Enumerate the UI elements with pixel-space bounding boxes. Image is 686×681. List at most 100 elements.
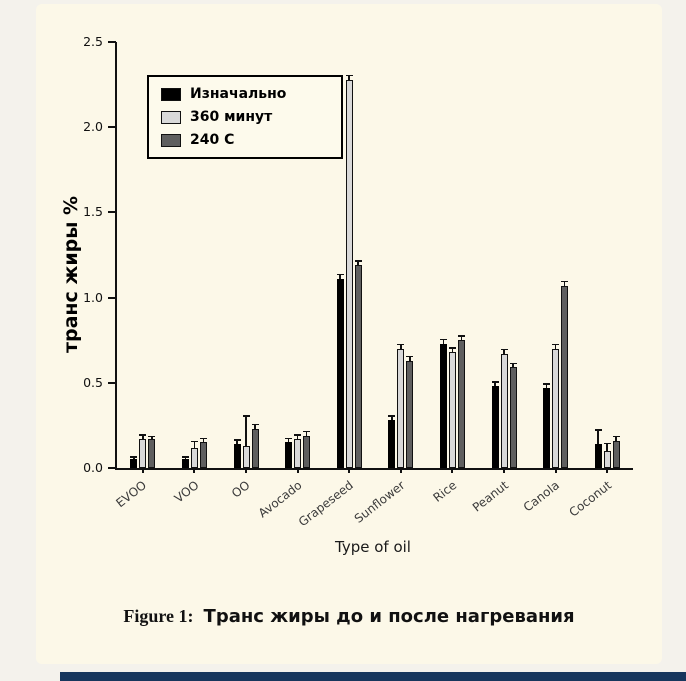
- bar-sunflower-series3: [406, 360, 414, 468]
- bar-grapeseed-series3: [354, 265, 362, 468]
- error-bar: [545, 384, 548, 388]
- figure-caption: Figure 1: Транс жиры до и после нагревани…: [36, 606, 662, 627]
- y-axis-tick-label: 0.0: [83, 460, 103, 475]
- y-axis-tick-label: 1.0: [83, 289, 103, 305]
- error-bar: [348, 76, 350, 80]
- error-bar-cap: [612, 435, 620, 438]
- y-axis-tick: [108, 467, 116, 469]
- error-bar-cap: [509, 362, 517, 365]
- x-axis-tick: [141, 468, 144, 473]
- bar-canola-series3: [561, 285, 569, 468]
- bar-peanut-series2: [500, 353, 508, 468]
- bar-canola-series1: [543, 387, 551, 468]
- error-bar-cap: [491, 381, 499, 383]
- x-axis-tick: [193, 468, 196, 473]
- error-bar-cap: [233, 439, 241, 441]
- error-bar-cap: [354, 260, 362, 262]
- bar-evoo-series3: [148, 439, 156, 468]
- error-bar-cap: [181, 456, 189, 458]
- x-axis-tick-label: EVOO: [113, 478, 150, 511]
- bar-coconut-series3: [612, 440, 620, 468]
- bar-evoo-series2: [139, 439, 147, 468]
- bottom-accent-bar: [60, 672, 686, 681]
- bar-oo-series1: [233, 444, 241, 468]
- plot-area: Изначально 360 минут 240 C 0.0 0.5 1.0 1.5 2.0…: [83, 35, 633, 529]
- bar-sunflower-series1: [388, 420, 396, 468]
- bar-grapeseed-series1: [336, 278, 344, 468]
- error-bar: [391, 416, 393, 421]
- error-bar: [151, 437, 153, 440]
- bar-canola-series2: [552, 348, 560, 468]
- y-axis-tick-label: 2.5: [83, 34, 103, 49]
- x-axis-tick-label: OO: [229, 478, 253, 501]
- x-axis-tick: [451, 468, 454, 473]
- y-axis-tick-label: 1.5: [83, 204, 103, 220]
- error-bar: [287, 439, 290, 443]
- error-bar: [460, 336, 463, 341]
- error-bar: [339, 275, 341, 279]
- error-bar: [245, 416, 247, 446]
- x-axis-tick-label: Sunflower: [351, 478, 408, 526]
- error-bar-cap: [336, 273, 344, 276]
- bar-peanut-series3: [509, 367, 517, 468]
- error-bar: [606, 444, 608, 451]
- error-bar: [184, 457, 187, 460]
- error-bar-cap: [439, 338, 447, 341]
- legend-swatch: [161, 133, 181, 147]
- legend-item: Изначально: [161, 86, 329, 102]
- error-bar-cap: [130, 456, 138, 458]
- error-bar-cap: [303, 430, 311, 433]
- x-axis-label: Type of oil: [335, 538, 411, 556]
- error-bar: [254, 425, 256, 429]
- y-axis-tick-label: 0.5: [83, 374, 103, 390]
- bar-voo-series3: [199, 442, 207, 468]
- x-axis-tick: [245, 468, 247, 473]
- x-axis-tick-label: Peanut: [469, 478, 511, 515]
- legend-swatch: [161, 110, 181, 124]
- x-axis-tick-label: Grapeseed: [295, 478, 356, 530]
- bar-peanut-series1: [491, 386, 499, 468]
- x-axis-tick: [399, 468, 402, 473]
- error-bar: [400, 345, 402, 349]
- y-axis-tick: [108, 296, 116, 299]
- error-bar-cap: [457, 335, 465, 337]
- error-bar-cap: [500, 348, 508, 351]
- error-bar: [142, 435, 144, 440]
- x-axis-tick-label: Avocado: [255, 478, 305, 521]
- bar-oo-series2: [242, 445, 250, 468]
- figure-caption-label: Figure 1:: [123, 606, 194, 626]
- x-axis-tick-label: Rice: [430, 478, 460, 505]
- x-axis-tick-label: Canola: [521, 478, 563, 515]
- error-bar: [296, 435, 299, 440]
- error-bar: [554, 345, 557, 349]
- error-bar: [563, 282, 566, 286]
- y-axis-tick-label: 2.0: [83, 119, 103, 135]
- error-bar: [409, 357, 411, 361]
- x-axis-tick: [348, 468, 351, 473]
- error-bar-cap: [603, 442, 611, 445]
- y-axis-tick: [108, 41, 116, 43]
- error-bar-cap: [190, 440, 198, 443]
- error-bar-cap: [242, 415, 250, 417]
- bar-avocado-series1: [285, 442, 293, 468]
- error-bar: [193, 442, 196, 448]
- x-axis-tick-label: Coconut: [566, 478, 614, 520]
- legend-label: Изначально: [190, 86, 287, 102]
- error-bar-cap: [294, 434, 302, 436]
- y-axis-label: транс жиры %: [60, 195, 82, 353]
- error-bar: [615, 437, 617, 441]
- x-axis-tick: [503, 468, 505, 473]
- legend-label: 360 минут: [190, 109, 273, 125]
- bar-avocado-series2: [294, 439, 302, 468]
- legend-item: 360 минут: [161, 109, 329, 125]
- error-bar: [236, 440, 238, 445]
- bar-rice-series3: [457, 340, 465, 468]
- error-bar: [512, 364, 514, 368]
- bar-grapeseed-series2: [345, 79, 353, 468]
- x-axis-tick: [606, 468, 609, 473]
- bar-avocado-series3: [303, 435, 311, 468]
- error-bar-cap: [543, 383, 551, 385]
- bar-voo-series2: [190, 447, 198, 468]
- bar-rice-series1: [439, 343, 447, 468]
- error-bar-cap: [285, 437, 293, 440]
